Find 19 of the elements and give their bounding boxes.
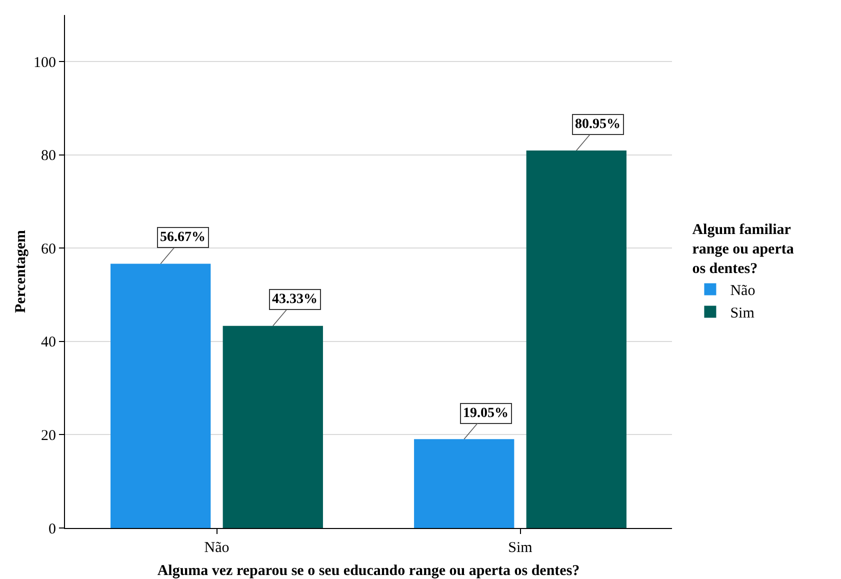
legend-label: Não	[730, 283, 756, 300]
data-label: 19.05%	[463, 406, 508, 421]
y-tick-label: 20	[41, 428, 56, 444]
bar	[526, 150, 626, 528]
data-label: 80.95%	[575, 117, 620, 132]
legend-label: Sim	[730, 306, 755, 322]
bar	[222, 326, 323, 528]
data-label: 56.67%	[160, 230, 206, 245]
y-tick-label: 60	[41, 241, 56, 258]
y-tick-label: 80	[41, 148, 56, 164]
x-axis-title: Alguma vez reparou se o seu educando range ou aperta os dentes?	[157, 563, 580, 579]
y-tick-label: 0	[48, 521, 56, 538]
bar	[110, 264, 211, 528]
y-axis-title: Percentagem	[13, 229, 29, 314]
data-label: 43.33%	[272, 292, 318, 307]
y-tick-label: 100	[34, 54, 56, 71]
y-tick-label: 40	[41, 334, 56, 351]
legend-title: Algum familiar range ou aperta os dentes?	[692, 222, 794, 277]
bar	[414, 439, 514, 528]
